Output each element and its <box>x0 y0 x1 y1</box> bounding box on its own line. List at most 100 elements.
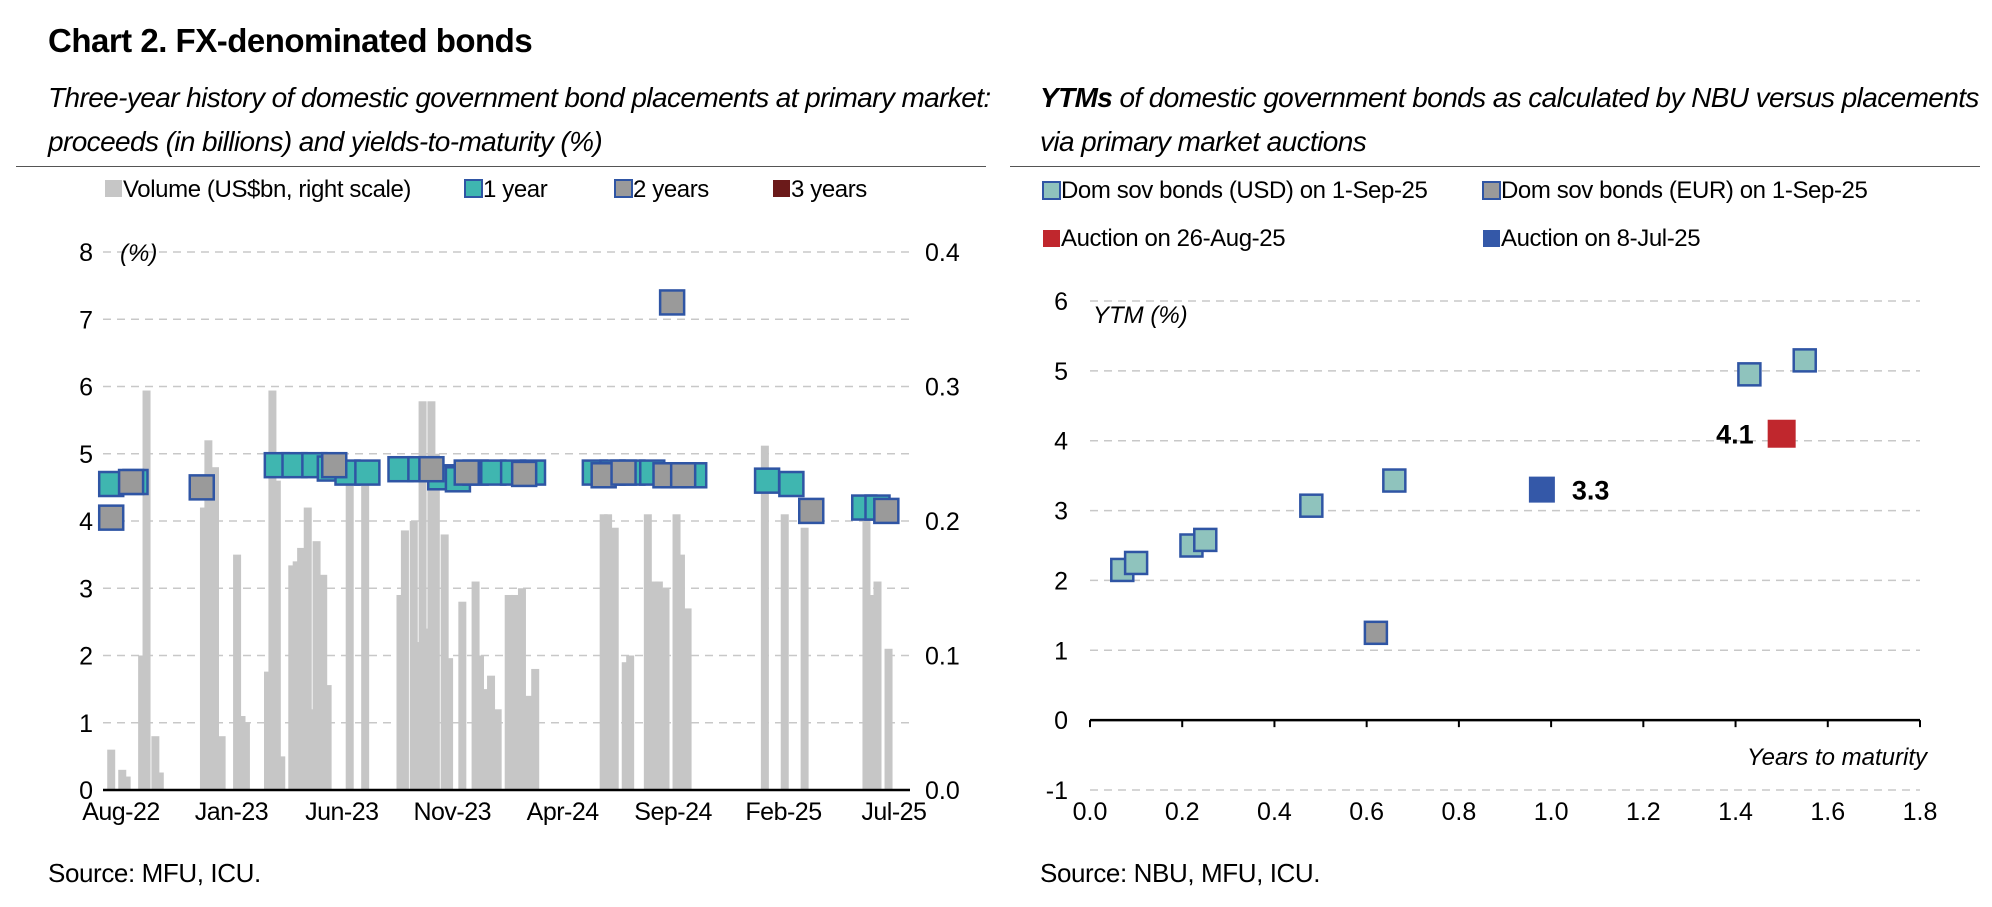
left-subtitle-line-1: Three-year history of domestic governmen… <box>48 82 991 113</box>
volume-bar <box>272 480 281 790</box>
chart-title: Chart 2. FX-denominated bonds <box>48 22 533 59</box>
legend-label-3: 2 years <box>633 176 709 203</box>
x-tick-label: Feb-25 <box>745 798 821 826</box>
y-tick-label: 4 <box>1054 428 1068 456</box>
yield-marker-2-years <box>188 474 215 501</box>
x-tick-label: Jun-23 <box>305 798 378 826</box>
right-divider <box>1010 166 1980 167</box>
y-tick-label: 5 <box>1054 358 1068 386</box>
volume-bar <box>308 709 317 790</box>
yield-marker-2-years <box>658 289 686 316</box>
volume-bar <box>524 695 533 790</box>
volume-bar <box>643 514 652 790</box>
volume-bar <box>237 716 246 790</box>
volume-bar <box>676 554 685 790</box>
volume-bar <box>884 648 893 790</box>
x-tick-label: 1.8 <box>1903 798 1938 826</box>
volume-bar <box>493 709 502 790</box>
volume-bar <box>760 445 769 790</box>
y-tick-label: 1 <box>1054 637 1068 665</box>
x-tick-label: 1.4 <box>1718 798 1753 826</box>
yield-marker-2-years <box>669 462 697 489</box>
volume-bar <box>204 440 213 790</box>
yield-marker-2-years <box>798 497 825 525</box>
left-chart-subtitle: Three-year history of domestic governmen… <box>48 76 991 164</box>
yield-marker-2-years <box>453 459 480 486</box>
volume-bar <box>458 601 467 790</box>
volume-bar <box>471 581 480 790</box>
volume-bar <box>277 756 286 790</box>
volume-bar <box>599 514 608 790</box>
volume-bar <box>107 749 116 790</box>
legend-label-3: Auction on 26-Aug-25 <box>1061 225 1285 252</box>
yield-marker-2-years <box>97 504 125 531</box>
volume-bar <box>264 671 272 790</box>
legend-swatch-1 <box>105 180 122 197</box>
marker-1 <box>1299 493 1324 518</box>
legend-label-1: Volume (US$bn, right scale) <box>123 176 411 203</box>
volume-bar <box>480 689 489 790</box>
y-right-tick-label: 0.4 <box>925 239 960 267</box>
legend-swatch-1 <box>1042 181 1061 200</box>
y-tick-label: 0 <box>1054 707 1068 735</box>
volume-bar <box>445 658 454 790</box>
volume-bar <box>297 547 306 790</box>
legend-label-4: Auction on 8-Jul-25 <box>1501 225 1700 252</box>
volume-bar <box>487 675 496 790</box>
volume-bar <box>312 541 321 790</box>
volume-bar <box>211 467 219 790</box>
y-left-tick-label: 8 <box>79 239 93 267</box>
volume-bar <box>427 401 436 790</box>
right-source: Source: NBU, MFU, ICU. <box>1040 858 1321 888</box>
y-tick-label: 2 <box>1054 567 1068 595</box>
volume-bar <box>400 530 409 790</box>
x-tick-label: Sep-24 <box>634 798 712 826</box>
volume-bar <box>869 594 878 790</box>
y-left-tick-label: 3 <box>79 575 93 603</box>
x-tick-label: 1.2 <box>1626 798 1661 826</box>
right-chart-subtitle: YTMs of domestic government bonds as cal… <box>1040 76 1979 164</box>
volume-bar <box>414 642 423 790</box>
volume-bar <box>345 480 354 790</box>
right-subtitle-bold: YTMs <box>1040 82 1113 113</box>
volume-bar <box>151 736 160 790</box>
volume-bar <box>654 581 663 790</box>
x-tick-label: 0.0 <box>1073 798 1108 826</box>
marker-1 <box>1123 550 1149 576</box>
volume-bar <box>288 565 297 790</box>
volume-bar <box>621 662 630 790</box>
volume-bar <box>418 401 427 790</box>
y-tick-label: 3 <box>1054 498 1068 526</box>
volume-bar <box>476 655 484 790</box>
y-left-tick-label: 0 <box>79 777 93 805</box>
left-divider <box>16 166 986 167</box>
left-source: Source: MFU, ICU. <box>48 858 261 888</box>
volume-bar <box>431 453 440 790</box>
volume-bar <box>780 514 789 790</box>
marker-1 <box>1193 527 1218 553</box>
volume-bar <box>199 507 208 790</box>
volume-bar <box>319 574 328 790</box>
volume-bar <box>873 581 882 790</box>
legend-swatch-2 <box>1482 181 1501 200</box>
volume-bar <box>142 390 151 790</box>
volume-bar <box>517 588 526 790</box>
y-left-tick-label: 6 <box>79 374 93 402</box>
volume-bar <box>650 581 659 790</box>
yield-marker-2-years <box>418 455 445 483</box>
legend-swatch-3 <box>614 179 633 198</box>
y-left-tick-label: 7 <box>79 306 93 334</box>
volume-bar <box>155 772 164 790</box>
x-tick-label: Jan-23 <box>195 798 268 826</box>
y-right-tick-label: 0.1 <box>925 643 960 671</box>
volume-bar <box>409 521 418 790</box>
legend-swatch-3 <box>1043 230 1060 247</box>
x-tick-label: Apr-24 <box>527 798 600 826</box>
x-tick-label: Aug-22 <box>82 798 160 826</box>
x-tick-label: 0.4 <box>1257 798 1292 826</box>
y-tick-label: 6 <box>1054 288 1068 316</box>
yield-marker-2-years <box>321 451 348 479</box>
legend-label-1: Dom sov bonds (USD) on 1-Sep-25 <box>1061 177 1427 204</box>
y-right-tick-label: 0.3 <box>925 374 960 402</box>
data-label-3: 4.1 <box>1716 420 1754 450</box>
